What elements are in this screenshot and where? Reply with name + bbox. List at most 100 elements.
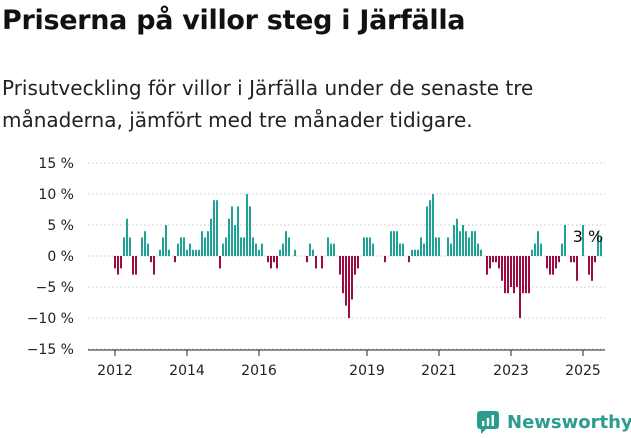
bar (285, 231, 287, 256)
bar (216, 200, 218, 256)
bar (468, 237, 470, 256)
bar (198, 249, 200, 256)
bar (549, 256, 551, 275)
bar (207, 231, 209, 256)
x-tick-label: 2016 (241, 363, 277, 379)
bar (228, 218, 230, 256)
bar (555, 256, 557, 269)
bar (501, 256, 503, 281)
bar (333, 243, 335, 256)
bar (150, 256, 152, 263)
bar (414, 249, 416, 256)
bar (309, 243, 311, 256)
bar (552, 256, 554, 275)
bar (114, 256, 116, 269)
bar (174, 256, 176, 263)
bar (258, 249, 260, 256)
bar (321, 256, 323, 269)
bar (294, 249, 296, 256)
bar (273, 256, 275, 263)
bar (516, 256, 518, 287)
bar (153, 256, 155, 275)
bar (372, 243, 374, 256)
bar (570, 256, 572, 263)
y-axis: 15 % 10 % 5 % 0 % −5 % −10 % −15 % (27, 156, 74, 358)
bar (498, 256, 500, 269)
bar (582, 225, 584, 256)
bar (168, 249, 170, 256)
bar (327, 237, 329, 256)
bar (255, 243, 257, 256)
bar (438, 237, 440, 256)
chart-subtitle: Prisutveckling för villor i Järfälla und… (2, 76, 534, 132)
bar (342, 256, 344, 294)
bar (573, 256, 575, 263)
bar (288, 237, 290, 256)
bar (357, 256, 359, 269)
bar (306, 256, 308, 263)
bar (504, 256, 506, 294)
bar (594, 256, 596, 263)
bar (225, 237, 227, 256)
bar (117, 256, 119, 275)
bar (462, 225, 464, 256)
bar (540, 243, 542, 256)
bar (450, 243, 452, 256)
bar (426, 206, 428, 256)
bar (597, 231, 599, 256)
bar (423, 243, 425, 256)
bar (186, 249, 188, 256)
bar (165, 225, 167, 256)
bar (282, 243, 284, 256)
bar (591, 256, 593, 281)
bar (210, 218, 212, 256)
bar (456, 218, 458, 256)
x-tick-label: 2014 (169, 363, 205, 379)
bar (408, 256, 410, 263)
y-tick-label: 15 % (38, 156, 74, 172)
bar (429, 200, 431, 256)
y-tick-label: 10 % (38, 187, 74, 203)
bar (213, 200, 215, 256)
bar (366, 237, 368, 256)
bar (396, 231, 398, 256)
bar (525, 256, 527, 294)
bar (459, 231, 461, 256)
bar (510, 256, 512, 287)
bar (561, 243, 563, 256)
bar (522, 256, 524, 294)
bar (435, 237, 437, 256)
x-tick-label: 2019 (349, 363, 385, 379)
bar (432, 194, 434, 256)
bar (531, 249, 533, 256)
bar (276, 256, 278, 269)
bar (492, 256, 494, 263)
bar (222, 243, 224, 256)
bar (351, 256, 353, 300)
bar (477, 243, 479, 256)
bar (486, 256, 488, 275)
bar (471, 231, 473, 256)
bar (507, 256, 509, 294)
bar (141, 237, 143, 256)
y-tick-label: −10 % (27, 311, 74, 327)
bar (411, 249, 413, 256)
bar (144, 231, 146, 256)
bar (453, 225, 455, 256)
bar (135, 256, 137, 275)
bar (393, 231, 395, 256)
bar (384, 256, 386, 263)
bar (474, 231, 476, 256)
bar (528, 256, 530, 294)
bar (354, 256, 356, 275)
x-tick-label: 2023 (493, 363, 529, 379)
bar (267, 256, 269, 263)
bar (519, 256, 521, 318)
bar (126, 218, 128, 256)
bar (399, 243, 401, 256)
bar (195, 249, 197, 256)
x-tick-label: 2012 (97, 363, 133, 379)
bar (420, 237, 422, 256)
y-tick-label: 0 % (47, 249, 74, 265)
bar (588, 256, 590, 275)
